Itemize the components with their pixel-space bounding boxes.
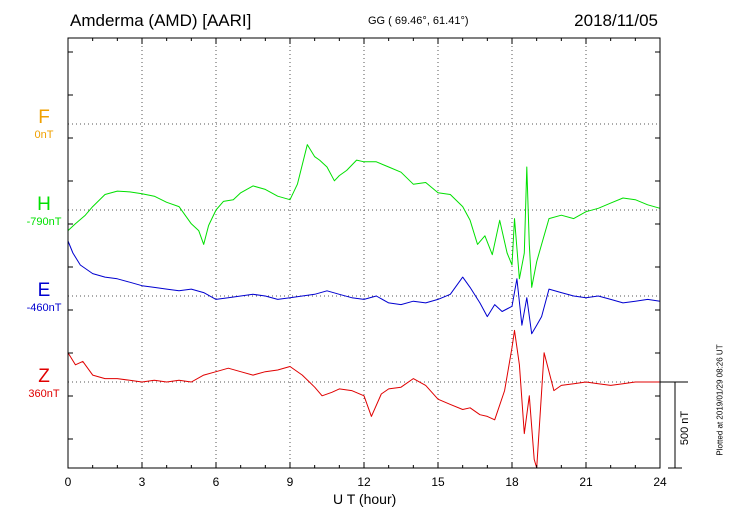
x-tick-label: 21 bbox=[579, 475, 593, 489]
x-tick-label: 3 bbox=[139, 475, 146, 489]
component-letter-e: E bbox=[37, 280, 51, 301]
tick-marks bbox=[67, 38, 661, 468]
series-line-e bbox=[67, 240, 661, 335]
component-baseline-h: -790nT bbox=[26, 216, 62, 228]
component-letter-h: H bbox=[37, 194, 51, 215]
series-line-z bbox=[67, 329, 660, 469]
component-baseline-z: 360nT bbox=[28, 388, 60, 400]
x-tick-label: 12 bbox=[357, 475, 371, 489]
plotted-timestamp: Plotted at 2019/01/29 08:26 UT bbox=[715, 344, 725, 456]
observation-date: 2018/11/05 bbox=[574, 11, 658, 30]
series-layer bbox=[67, 144, 661, 469]
geographic-coordinates: GG ( 69.46°, 61.41°) bbox=[368, 15, 469, 27]
x-tick-label: 24 bbox=[653, 475, 667, 489]
component-label-h: H -790nT bbox=[13, 195, 75, 229]
x-tick-label: 6 bbox=[213, 475, 220, 489]
series-line-h bbox=[67, 144, 661, 288]
x-tick-label: 18 bbox=[505, 475, 519, 489]
component-letter-z: Z bbox=[38, 366, 50, 387]
x-tick-labels: 0 3 6 9 12 15 18 21 24 bbox=[65, 475, 667, 489]
component-letter-f: F bbox=[38, 107, 50, 128]
x-tick-label: 0 bbox=[65, 475, 72, 489]
x-axis-label: U T (hour) bbox=[333, 491, 397, 507]
x-tick-label: 9 bbox=[287, 475, 294, 489]
scale-bar-label: 500 nT bbox=[679, 410, 691, 446]
scale-bar bbox=[660, 381, 688, 469]
component-label-f: F 0nT bbox=[13, 108, 75, 142]
grid-lines bbox=[68, 38, 660, 468]
component-label-z: Z 360nT bbox=[13, 367, 75, 401]
component-label-e: E -460nT bbox=[13, 281, 75, 315]
station-title: Amderma (AMD) [AARI] bbox=[70, 11, 252, 30]
x-tick-label: 15 bbox=[431, 475, 445, 489]
component-baseline-f: 0nT bbox=[34, 129, 54, 141]
component-baseline-e: -460nT bbox=[26, 302, 62, 314]
